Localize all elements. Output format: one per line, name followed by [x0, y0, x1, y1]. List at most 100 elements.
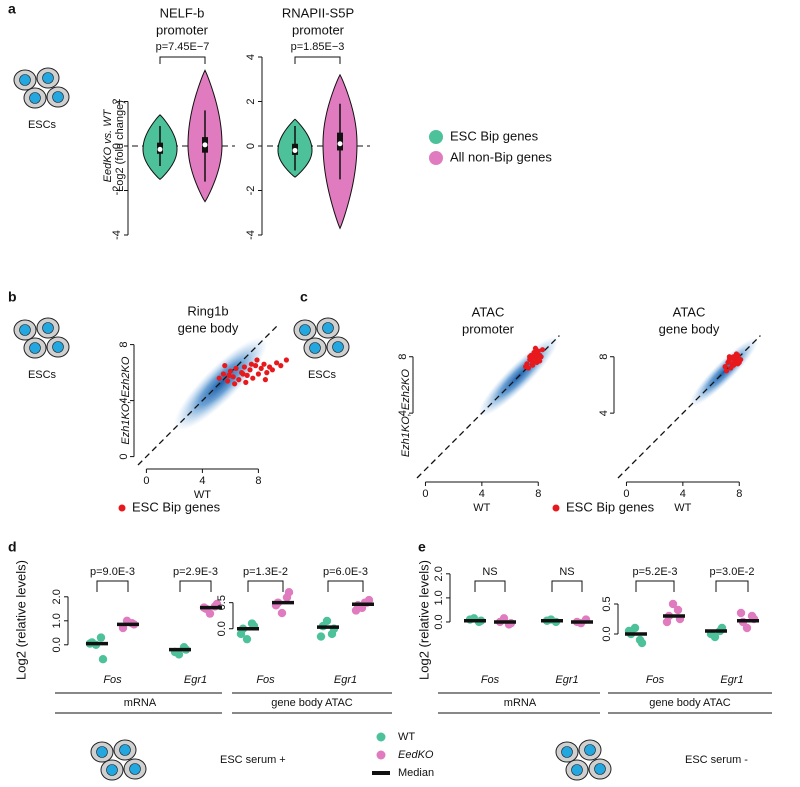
point [233, 365, 239, 371]
point [738, 356, 744, 363]
point [351, 606, 361, 615]
point [236, 377, 242, 383]
y-tick-label: 0.0 [216, 621, 228, 636]
point [254, 357, 260, 363]
p-value: p=6.0E-3 [323, 566, 368, 578]
x-tick-label: 4 [199, 475, 205, 487]
point [261, 361, 267, 367]
point [733, 351, 740, 357]
point [710, 632, 720, 642]
x-tick-label: 0 [623, 488, 629, 500]
point [262, 377, 268, 383]
point [742, 623, 752, 633]
point [726, 354, 732, 360]
point [668, 599, 678, 609]
y-axis-label: Ezh1KO; Ezh2KO [400, 369, 412, 457]
point [250, 375, 256, 381]
y-tick-label: 0.0 [433, 614, 445, 629]
point [220, 371, 226, 377]
p-value: p=9.0E-3 [90, 566, 135, 578]
cells-label: ESCs [28, 119, 57, 131]
group-label: gene body ATAC [649, 697, 731, 709]
point [278, 363, 284, 369]
bracket [327, 580, 364, 592]
point [216, 375, 222, 381]
point [736, 608, 746, 618]
y-tick-label: -2 [111, 186, 123, 196]
panel-label: d [8, 539, 17, 555]
point [723, 368, 730, 374]
legend-label: ESC Bip genes [132, 499, 221, 514]
condition-label: ESC serum - [685, 754, 748, 766]
y-tick-label: -4 [111, 230, 123, 240]
point [241, 364, 247, 370]
legend-label: ESC Bip genes [566, 499, 655, 514]
point [96, 633, 106, 642]
legend-key [429, 130, 443, 144]
point [316, 632, 326, 641]
legend-key [429, 151, 443, 165]
point [247, 367, 253, 373]
y-tick-label: 2 [111, 98, 123, 104]
p-value: p=1.85E−3 [291, 41, 345, 53]
y-tick-label: 4 [118, 398, 130, 404]
median [157, 146, 163, 152]
point [283, 357, 289, 363]
chart-title: promoter [462, 321, 515, 336]
x-tick-label: Egr1 [720, 674, 743, 686]
y-tick-label: -2 [245, 186, 257, 196]
group-label: mRNA [124, 697, 157, 709]
point [269, 367, 275, 373]
point [225, 378, 231, 384]
x-tick-label: 8 [535, 488, 541, 500]
point [732, 359, 738, 365]
chart-title: Ring1b [187, 303, 228, 318]
cells-icon [90, 739, 147, 781]
y-tick-label: 8 [118, 342, 130, 348]
point [205, 609, 215, 618]
point [277, 608, 287, 618]
p-value: NS [559, 566, 574, 578]
bracket [96, 580, 129, 592]
x-axis-label: WT [473, 502, 490, 514]
panel-label: c [300, 289, 308, 305]
x-tick-label: 0 [422, 488, 428, 500]
chart-title: ATAC [673, 304, 706, 319]
y-tick-label: 2 [245, 98, 257, 104]
y-tick-label: 8 [397, 354, 409, 360]
identity-line [617, 335, 761, 479]
y-axis-label: Log2 (relative levels) [13, 560, 28, 680]
group-label: gene body ATAC [271, 697, 353, 709]
bracket [247, 580, 284, 592]
point [662, 617, 672, 627]
p-value: p=5.2E-3 [633, 566, 678, 578]
cells-icon [13, 67, 70, 109]
p-value: NS [482, 566, 497, 578]
legend-key [552, 504, 560, 512]
y-tick-label: 0 [111, 143, 123, 149]
chart-title: gene body [659, 321, 720, 336]
x-tick-label: Egr1 [184, 674, 207, 686]
legend-key [118, 504, 126, 512]
point [534, 359, 540, 365]
y-tick-label: 4 [397, 410, 409, 416]
point [243, 379, 249, 385]
point [232, 381, 238, 387]
bracket [474, 580, 506, 592]
point [236, 629, 246, 639]
panel-label: b [8, 289, 17, 305]
point [253, 363, 259, 369]
point [673, 605, 683, 615]
x-tick-label: Fos [646, 674, 665, 686]
legend-key [376, 732, 386, 742]
chart-title: NELF-b [160, 5, 205, 20]
y-tick-label: 2.0 [51, 589, 63, 604]
legend-label: Median [398, 767, 434, 779]
y-axis-label: Log2 (relative levels) [416, 560, 431, 680]
p-value: p=3.0E-2 [710, 566, 755, 578]
point [532, 345, 539, 351]
point [174, 650, 184, 659]
x-axis-label: WT [194, 489, 211, 501]
point [539, 347, 546, 353]
point [522, 364, 529, 370]
